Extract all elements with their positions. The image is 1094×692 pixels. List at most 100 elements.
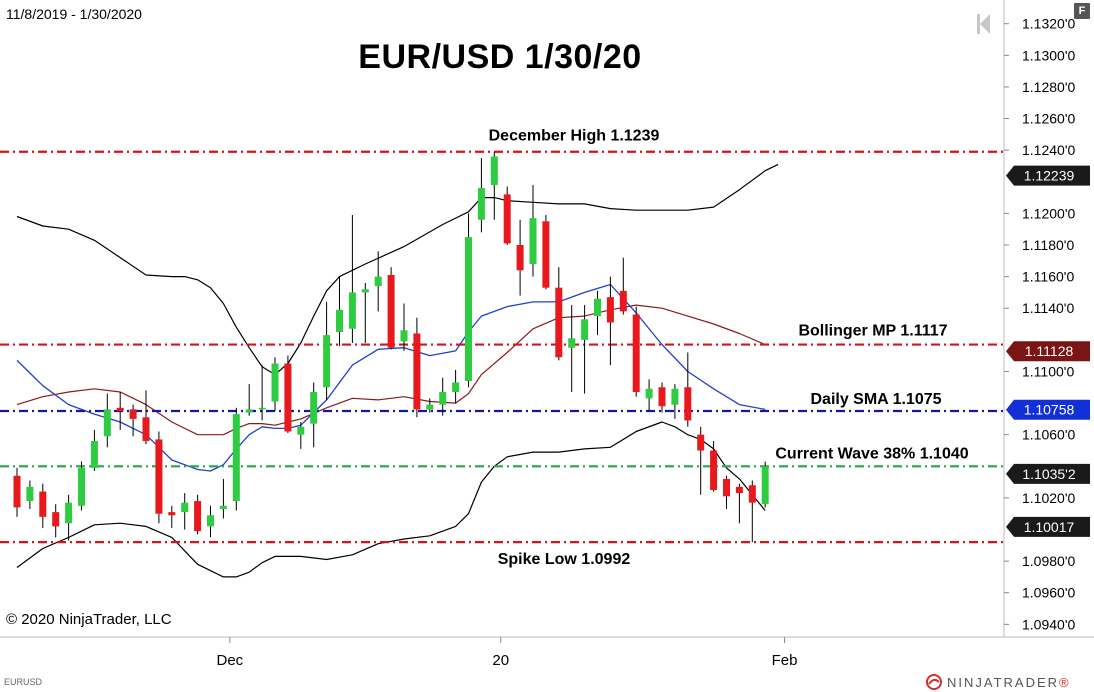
candle-body	[503, 194, 511, 244]
candle-body	[723, 478, 730, 497]
candle-body	[374, 276, 382, 287]
candle-body	[90, 441, 98, 468]
current-wave-annotation: Current Wave 38% 1.1040	[775, 445, 968, 462]
candle-body	[761, 466, 769, 505]
candle-body	[529, 218, 537, 264]
logo-text: NINJATRADER®	[947, 674, 1071, 690]
candle-body	[426, 404, 434, 410]
candle-body	[658, 387, 666, 407]
candle-body	[78, 467, 85, 506]
candle-body	[645, 388, 653, 399]
candle-body	[684, 387, 692, 421]
candle-body	[284, 363, 292, 432]
candle-body	[348, 292, 356, 329]
candle-body	[207, 515, 214, 527]
candle-body	[361, 289, 369, 293]
candle-body	[194, 501, 202, 532]
bollinger-mp-annotation: Bollinger MP 1.1117	[798, 323, 947, 340]
candle-body	[181, 502, 189, 513]
candle-body	[65, 502, 73, 524]
candle-body	[490, 156, 498, 185]
candle-body	[477, 188, 485, 220]
spike-low-annotation: Spike Low 1.0992	[498, 551, 631, 568]
december-high-badge-text: 1.12239	[1024, 168, 1075, 184]
candle-body	[632, 314, 640, 392]
bollinger-mp-badge-text: 1.11128	[1025, 343, 1074, 359]
candle-body	[619, 290, 627, 312]
candle-body	[581, 319, 589, 340]
candle-body	[400, 330, 408, 342]
y-tick-label: 1.1240'0	[1022, 142, 1075, 158]
candle-body	[129, 409, 137, 419]
candle-body	[748, 485, 756, 503]
candle-body	[439, 392, 447, 405]
spike-low-price-badge	[1006, 516, 1090, 537]
candle-body	[336, 309, 343, 332]
y-tick-label: 1.1060'0	[1022, 427, 1075, 443]
current-wave-badge-text: 1.1035'2	[1022, 466, 1075, 482]
y-tick-label: 1.0980'0	[1022, 553, 1075, 569]
y-tick-label: 1.1160'0	[1022, 269, 1074, 285]
candle-body	[116, 407, 124, 411]
y-tick-label: 1.1100'0	[1022, 363, 1074, 379]
candle-body	[155, 439, 163, 514]
f-button[interactable]: F	[1074, 3, 1090, 19]
x-tick-label: Dec	[217, 652, 244, 669]
candle-body	[568, 338, 576, 348]
y-tick-label: 1.1200'0	[1022, 205, 1075, 221]
y-tick-label: 1.1300'0	[1022, 47, 1075, 63]
y-tick-label: 1.1320'0	[1022, 16, 1075, 32]
instrument-label: EURUSD	[4, 677, 43, 687]
y-tick-label: 1.1020'0	[1022, 490, 1075, 506]
chart-title: EUR/USD 1/30/20	[358, 38, 642, 76]
candle-body	[168, 512, 176, 516]
scroll-to-end-icon[interactable]	[973, 12, 993, 36]
candle-body	[516, 245, 524, 271]
candle-body	[555, 287, 563, 358]
candle-body	[310, 392, 318, 424]
candle-body	[671, 388, 679, 405]
ninjatrader-logo: NINJATRADER®	[925, 673, 1071, 691]
bollinger-lower-band	[16, 421, 766, 578]
candle-body	[323, 335, 331, 388]
candle-body	[271, 363, 279, 402]
candle-body	[219, 505, 227, 509]
candle-body	[735, 486, 743, 494]
date-range: 11/8/2019 - 1/30/2020	[6, 6, 142, 22]
candle-body	[245, 409, 253, 413]
candle-body	[52, 512, 60, 527]
daily-sma-badge-text: 1.10758	[1024, 402, 1075, 418]
candle-body	[697, 434, 705, 451]
candle-body	[387, 275, 395, 348]
daily-sma-annotation: Daily SMA 1.1075	[810, 391, 941, 408]
candle-body	[606, 297, 614, 323]
y-tick-label: 1.1140'0	[1022, 300, 1074, 316]
sma-line	[16, 283, 766, 472]
candle-body	[452, 382, 460, 392]
candle-body	[26, 486, 34, 502]
candle-body	[39, 491, 47, 517]
daily-sma-price-badge	[1006, 399, 1090, 420]
december-high-annotation: December High 1.1239	[489, 128, 660, 145]
candle-body	[258, 407, 266, 410]
x-tick-label: Feb	[772, 652, 798, 669]
candle-body	[103, 409, 111, 437]
bollinger-mp-price-badge	[1006, 341, 1090, 362]
logo-icon	[926, 674, 942, 690]
candle-body	[232, 414, 240, 502]
candle-body	[542, 221, 550, 288]
spike-low-badge-text: 1.10017	[1024, 519, 1075, 535]
current-wave-price-badge	[1006, 463, 1090, 484]
x-tick-label: 20	[492, 652, 509, 669]
candle-body	[710, 450, 718, 490]
y-tick-label: 1.0960'0	[1022, 585, 1075, 601]
candle-body	[594, 298, 601, 317]
y-tick-label: 1.1180'0	[1022, 237, 1074, 253]
bollinger-upper-band	[16, 163, 779, 376]
candle-body	[142, 417, 150, 441]
copyright: © 2020 NinjaTrader, LLC	[6, 611, 172, 628]
y-tick-label: 1.0940'0	[1022, 616, 1075, 632]
candle-body	[297, 426, 305, 435]
december-high-price-badge	[1006, 165, 1090, 186]
